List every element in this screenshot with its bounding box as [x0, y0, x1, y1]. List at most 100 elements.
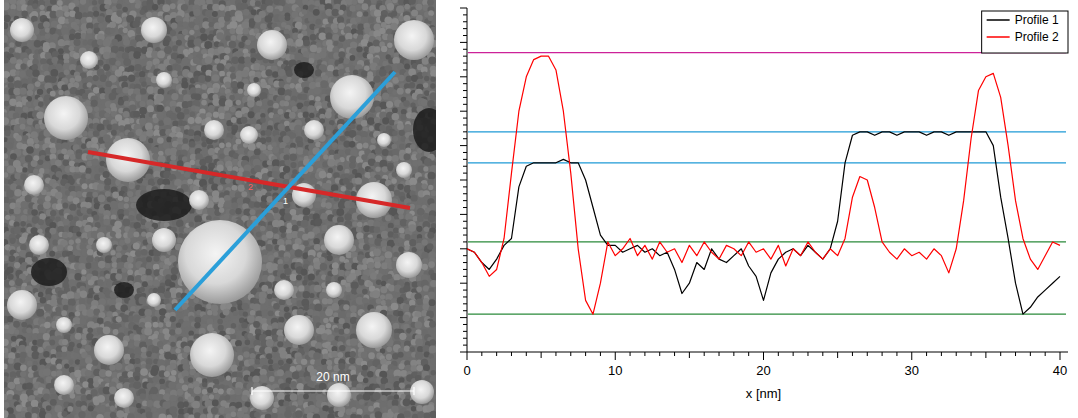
grain — [404, 83, 410, 89]
grain — [93, 87, 100, 94]
grain — [207, 82, 213, 88]
grain — [338, 23, 345, 30]
grain — [182, 156, 187, 161]
grain — [194, 25, 199, 30]
grain — [405, 88, 411, 94]
grain — [208, 22, 213, 27]
grain — [93, 75, 99, 81]
grain — [152, 4, 158, 10]
grain — [229, 95, 234, 100]
grain — [106, 81, 113, 88]
grain — [157, 137, 164, 144]
grain — [27, 84, 34, 91]
grain — [118, 125, 124, 131]
grain — [146, 129, 154, 137]
grain — [272, 147, 279, 154]
grain — [130, 39, 137, 46]
grain — [375, 95, 381, 101]
grain — [229, 28, 235, 34]
grain — [290, 46, 296, 52]
grain — [289, 112, 296, 119]
grain — [9, 48, 14, 53]
grain — [10, 57, 17, 64]
grain — [401, 109, 407, 115]
grain — [404, 124, 411, 131]
grain — [217, 63, 225, 71]
grain — [322, 75, 328, 81]
grain — [373, 40, 380, 47]
grain — [133, 111, 140, 118]
grain — [251, 9, 257, 15]
grain — [386, 155, 392, 161]
grain — [290, 162, 296, 168]
grain — [236, 14, 244, 22]
grain — [92, 0, 97, 5]
grain — [50, 76, 57, 83]
grain — [170, 113, 177, 120]
grain — [422, 57, 429, 64]
grain — [391, 11, 397, 17]
grain — [170, 155, 176, 161]
grain — [45, 0, 51, 6]
grain — [430, 76, 435, 81]
grain — [40, 124, 46, 130]
grain — [285, 160, 291, 166]
grain — [111, 130, 117, 136]
grain — [344, 26, 352, 34]
grain — [355, 4, 361, 10]
grain — [31, 131, 38, 138]
grain — [165, 94, 171, 100]
grain — [129, 118, 134, 123]
grain — [183, 22, 189, 28]
grain — [244, 56, 251, 63]
grain — [3, 65, 9, 71]
grain — [133, 51, 141, 59]
grain — [361, 39, 368, 46]
grain — [243, 9, 250, 16]
grain — [310, 45, 318, 53]
grain — [32, 70, 39, 77]
grain — [176, 40, 182, 46]
grain — [75, 12, 83, 20]
grain — [50, 147, 56, 153]
grain — [20, 124, 26, 130]
grain — [255, 124, 261, 130]
grain — [361, 154, 367, 160]
grain — [265, 15, 273, 23]
grain — [225, 82, 231, 88]
grain — [382, 117, 389, 124]
grain — [224, 113, 231, 120]
grain — [355, 17, 361, 23]
grain — [265, 129, 272, 136]
grain — [31, 64, 38, 71]
grain — [259, 153, 266, 160]
grain — [220, 11, 226, 17]
grain — [146, 77, 152, 83]
grain — [45, 33, 51, 39]
grain — [177, 21, 183, 27]
grain — [392, 130, 397, 135]
grain — [409, 82, 415, 88]
grain — [132, 21, 139, 28]
grain — [0, 35, 8, 43]
grain — [230, 73, 236, 79]
grain — [128, 65, 134, 71]
grain — [157, 105, 164, 112]
grain — [194, 46, 200, 52]
grain — [343, 58, 349, 64]
grain — [109, 58, 116, 65]
grain — [339, 58, 345, 64]
grain — [323, 154, 328, 159]
grain — [412, 63, 418, 69]
grain — [421, 99, 428, 106]
grain — [19, 117, 26, 124]
grain — [116, 88, 122, 94]
grain — [357, 11, 363, 17]
grain — [16, 96, 22, 102]
grain — [39, 5, 44, 10]
grain — [55, 143, 62, 150]
grain — [75, 75, 82, 82]
grain — [216, 32, 224, 40]
grain — [139, 118, 146, 125]
grain — [233, 153, 239, 159]
